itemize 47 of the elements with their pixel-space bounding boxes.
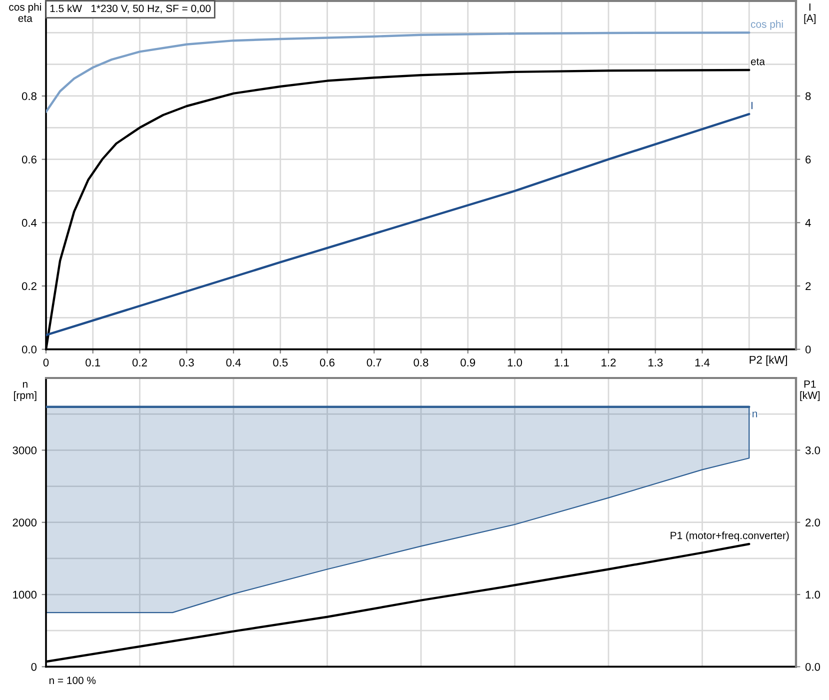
y2-axis-title: P1 [kW]: [800, 380, 820, 402]
series-label: P1 (motor+freq.converter): [670, 532, 789, 542]
x-axis-title: P2 [kW]: [750, 356, 787, 366]
y-tick-label: 1000: [13, 590, 37, 599]
x-tick-label: 1.2: [602, 358, 616, 366]
y-tick-label: 0.6: [22, 156, 36, 164]
y-axis-title: n [rpm]: [14, 382, 36, 402]
y-tick-label: 0.0: [22, 346, 37, 354]
y2-tick-label: 6: [806, 156, 811, 164]
y2-axis-title: I [A]: [804, 3, 816, 24]
x-tick-label: 0.8: [414, 358, 428, 366]
y2-tick-label: 2.0: [806, 518, 820, 526]
series-label: eta: [750, 58, 765, 66]
x-tick-label: 0.3: [179, 358, 194, 366]
x-tick-label: 1.3: [648, 358, 663, 366]
y-tick-label: 0: [31, 662, 37, 671]
x-tick-label: 0.9: [460, 358, 476, 366]
line-series: [46, 112, 750, 336]
x-tick-label: 0.2: [132, 358, 147, 366]
y-tick-label: 0.2: [22, 282, 36, 290]
x-tick-label: 1.0: [508, 358, 522, 366]
series-label: cos phi: [750, 20, 783, 30]
x-tick-label: 1.1: [554, 358, 569, 366]
x-tick-label: 0.7: [366, 358, 382, 366]
y2-tick-label: 1.0: [806, 590, 820, 599]
text: n = 100 %: [49, 676, 96, 684]
y-tick-label: 0.8: [22, 92, 36, 100]
x-tick-label: 0.4: [226, 358, 241, 366]
x-tick-label: 1.4: [695, 358, 710, 366]
y2-tick-label: 3.0: [805, 446, 820, 454]
y2-tick-label: 0: [805, 346, 811, 354]
y-tick-label: 2000: [12, 518, 37, 526]
y-tick-label: 0.4: [22, 218, 37, 227]
y-tick-label: 3000: [12, 446, 37, 454]
y-axis-title: cos phi eta: [9, 3, 41, 22]
chart-title: 1.5 kW 1*230 V, 50 Hz, SF = 0,00: [50, 4, 211, 14]
series-label: I: [751, 102, 752, 110]
x-tick-label: 0.6: [320, 358, 334, 366]
y2-tick-label: 2: [806, 282, 811, 290]
line-series: [46, 32, 750, 113]
y2-tick-label: 0.0: [805, 662, 820, 671]
x-tick-label: 0.1: [86, 358, 100, 366]
x-tick-label: 0.5: [273, 358, 288, 366]
x-tick-label: 0: [43, 358, 49, 366]
series-label: n: [752, 412, 758, 418]
y2-tick-label: 8: [806, 92, 811, 100]
y2-tick-label: 4: [805, 219, 811, 227]
